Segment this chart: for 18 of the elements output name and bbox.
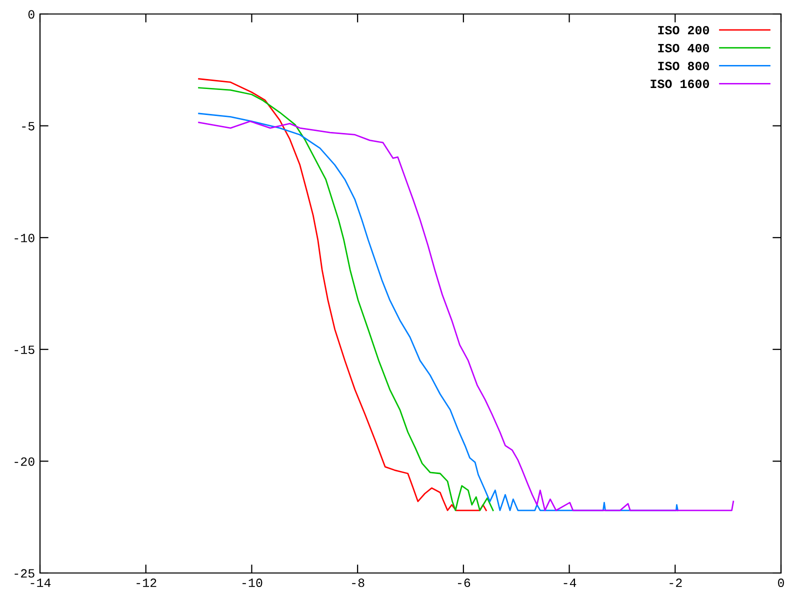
x-tick-label: -8 [352, 578, 364, 588]
y-tick-label: -25 [14, 569, 34, 578]
legend-label: ISO 400 [658, 44, 710, 52]
y-tick-label: 0 [28, 10, 34, 19]
x-tick-label: -12 [136, 578, 156, 587]
x-tick-label: -4 [564, 578, 576, 587]
y-tick-label: -10 [14, 234, 34, 242]
legend-label: ISO 1600 [650, 80, 710, 88]
y-tick-label: -5 [22, 122, 34, 130]
x-tick-label: -6 [458, 578, 470, 588]
y-tick-label: -20 [14, 457, 34, 466]
x-tick-label: -10 [242, 578, 262, 588]
x-tick-label: -2 [670, 578, 682, 587]
x-tick-label: -14 [30, 578, 51, 587]
y-tick-label: -15 [14, 346, 34, 354]
x-tick-label: 0 [778, 578, 784, 588]
legend-label: ISO 800 [658, 62, 710, 70]
legend-label: ISO 200 [658, 26, 710, 34]
